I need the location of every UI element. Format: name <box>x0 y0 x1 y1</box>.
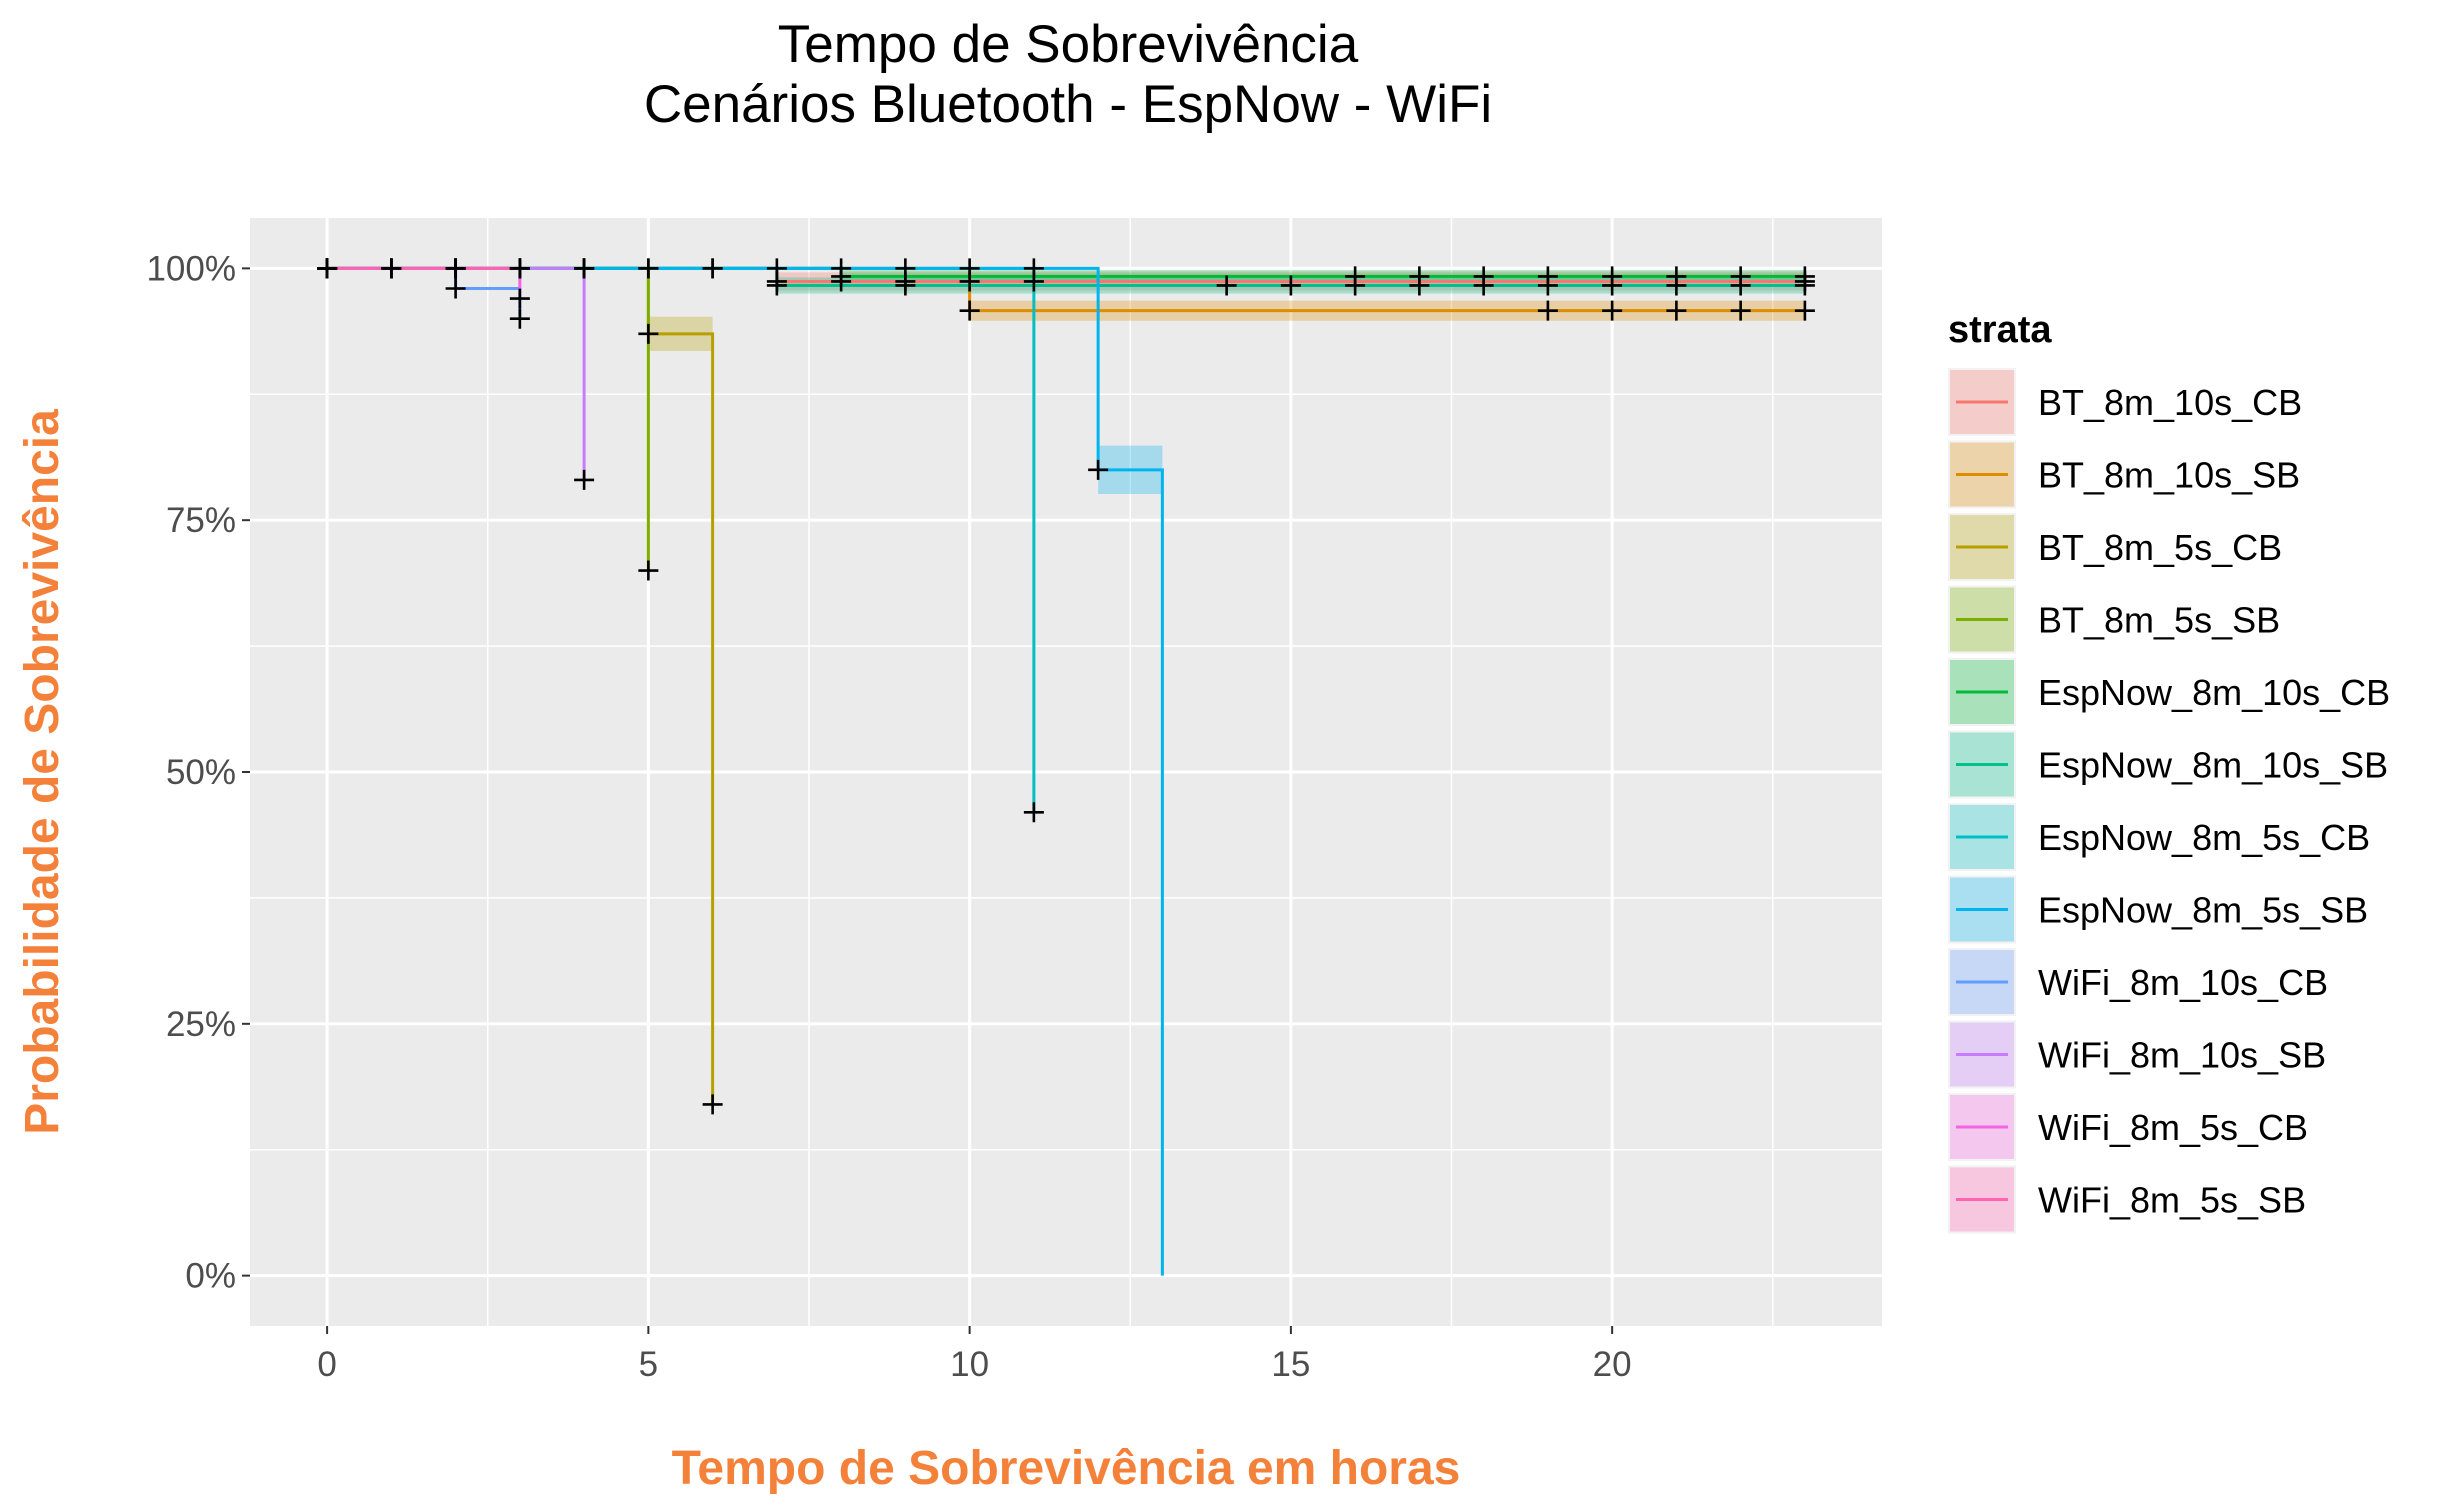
censor-mark <box>895 275 916 296</box>
legend-label: EspNow_8m_10s_SB <box>2038 745 2388 786</box>
censor-mark <box>1730 300 1751 321</box>
y-tick-label: 75% <box>166 501 236 540</box>
censor-mark <box>1666 300 1687 321</box>
legend-label: WiFi_8m_5s_SB <box>2038 1180 2306 1221</box>
legend-item: BT_8m_10s_CB <box>1948 368 2302 436</box>
censor-mark <box>1473 275 1494 296</box>
censor-mark <box>1023 258 1044 279</box>
legend-item: WiFi_8m_5s_SB <box>1948 1165 2306 1234</box>
legend-label: EspNow_8m_5s_CB <box>2038 817 2370 858</box>
censor-mark <box>638 258 659 279</box>
x-axis: 0 5 10 15 20 <box>317 1326 1632 1384</box>
legend-label: WiFi_8m_5s_CB <box>2038 1107 2308 1148</box>
censor-mark <box>509 308 530 329</box>
x-tick-label: 20 <box>1593 1345 1632 1384</box>
censor-mark <box>574 469 595 490</box>
censor-mark <box>574 258 595 279</box>
legend-items: BT_8m_10s_CB BT_8m_10s_SB BT_8m_5s_CB BT_8m… <box>1948 368 2390 1234</box>
x-axis-title: Tempo de Sobrevivência em horas <box>672 1442 1461 1495</box>
censor-mark <box>445 258 466 279</box>
y-tick-label: 50% <box>166 753 236 792</box>
censor-mark <box>1537 300 1558 321</box>
y-tick-label: 100% <box>146 249 236 288</box>
censor-mark <box>959 300 980 321</box>
censor-mark <box>509 288 530 309</box>
censor-mark <box>1409 275 1430 296</box>
legend-label: WiFi_8m_10s_SB <box>2038 1035 2326 1076</box>
x-tick-label: 5 <box>639 1345 658 1384</box>
censor-mark <box>638 323 659 344</box>
censor-marks <box>317 258 1815 1115</box>
censor-mark <box>638 560 659 581</box>
censor-mark <box>1602 300 1623 321</box>
legend-item: EspNow_8m_5s_SB <box>1948 875 2368 944</box>
censor-mark <box>766 258 787 279</box>
legend: strata BT_8m_10s_CB BT_8m_10s_SB BT_8m_5s_… <box>1948 309 2390 1234</box>
legend-item: EspNow_8m_5s_CB <box>1948 803 2370 871</box>
censor-mark <box>766 275 787 296</box>
censor-mark <box>509 258 530 279</box>
censor-mark <box>317 258 338 279</box>
x-tick-label: 0 <box>317 1345 336 1384</box>
censor-mark <box>1280 275 1301 296</box>
censor-mark <box>895 258 916 279</box>
x-tick-label: 10 <box>950 1345 989 1384</box>
censor-mark <box>381 258 402 279</box>
y-axis: 0% 25% 50% 75% 100% <box>146 249 250 1296</box>
censor-mark <box>1023 802 1044 823</box>
legend-label: WiFi_8m_10s_CB <box>2038 962 2328 1003</box>
x-tick-label: 15 <box>1271 1345 1310 1384</box>
chart-title: Tempo de Sobrevivência <box>778 15 1359 74</box>
censor-mark <box>1794 275 1815 296</box>
censor-mark <box>1794 300 1815 321</box>
legend-item: EspNow_8m_10s_CB <box>1948 658 2390 726</box>
censor-mark <box>702 258 723 279</box>
legend-item: WiFi_8m_5s_CB <box>1948 1093 2308 1161</box>
legend-label: EspNow_8m_5s_SB <box>2038 890 2368 931</box>
legend-label: BT_8m_10s_CB <box>2038 382 2302 423</box>
censor-mark <box>1602 275 1623 296</box>
y-tick-label: 0% <box>185 1257 236 1296</box>
legend-item: EspNow_8m_10s_SB <box>1948 730 2388 799</box>
censor-mark <box>1730 275 1751 296</box>
legend-item: BT_8m_5s_CB <box>1948 513 2282 581</box>
legend-label: BT_8m_5s_CB <box>2038 527 2282 568</box>
legend-item: WiFi_8m_10s_SB <box>1948 1020 2326 1089</box>
legend-label: BT_8m_5s_SB <box>2038 600 2280 641</box>
censor-mark <box>1666 275 1687 296</box>
grid-major <box>250 218 1882 1326</box>
censor-mark <box>831 266 852 287</box>
y-tick-label: 25% <box>166 1005 236 1044</box>
legend-item: BT_8m_5s_SB <box>1948 585 2280 654</box>
censor-mark <box>959 258 980 279</box>
chart-subtitle: Cenários Bluetooth - EspNow - WiFi <box>644 75 1492 134</box>
legend-item: BT_8m_10s_SB <box>1948 440 2300 509</box>
censor-mark <box>1345 275 1366 296</box>
censor-mark <box>1537 275 1558 296</box>
censor-mark <box>445 278 466 299</box>
censor-mark <box>1216 275 1237 296</box>
legend-item: WiFi_8m_10s_CB <box>1948 948 2328 1016</box>
legend-label: BT_8m_10s_SB <box>2038 455 2300 496</box>
legend-label: EspNow_8m_10s_CB <box>2038 672 2390 713</box>
censor-mark <box>1088 459 1109 480</box>
y-axis-title: Probabilidade de Sobrevivência <box>16 409 69 1135</box>
legend-title: strata <box>1948 309 2052 351</box>
censor-mark <box>702 1094 723 1115</box>
